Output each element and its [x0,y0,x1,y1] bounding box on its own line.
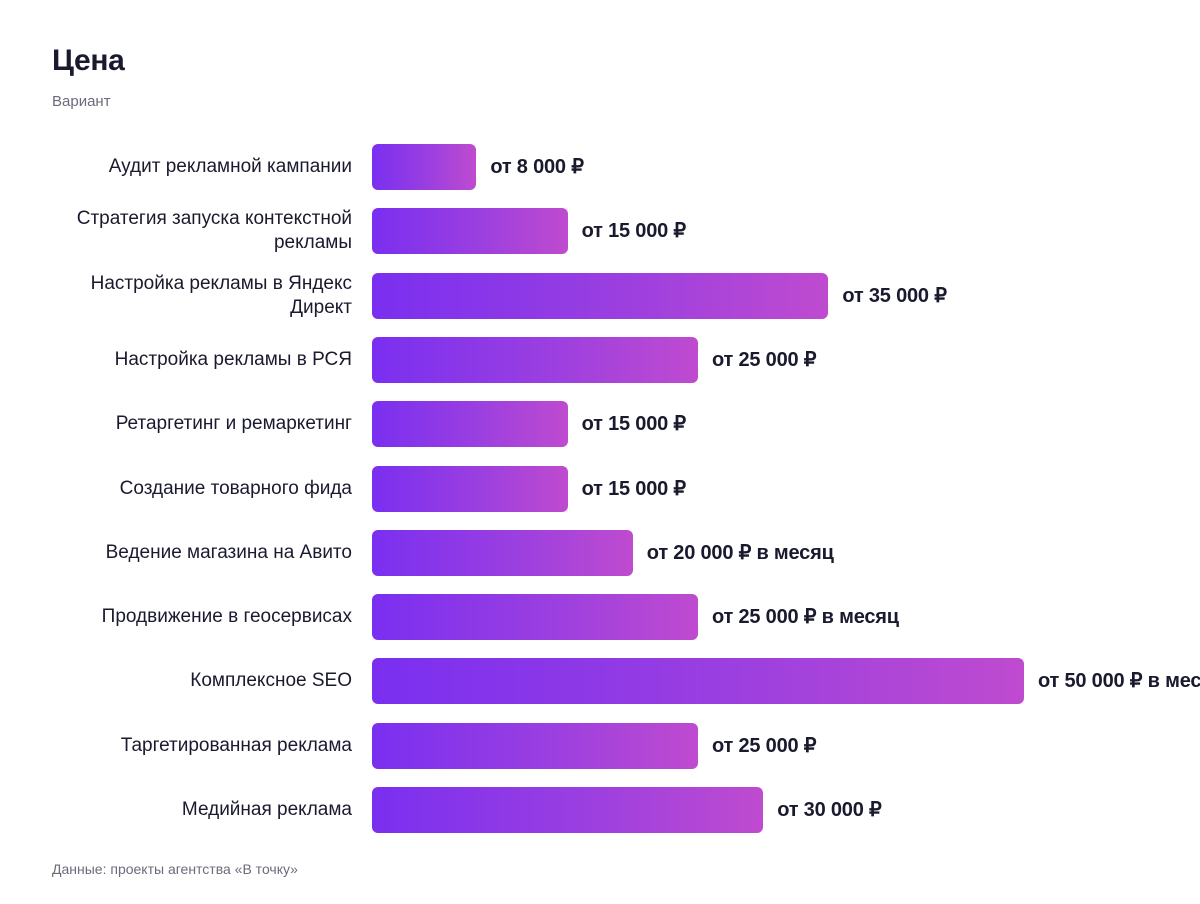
value-label: от 15 000 ₽ [581,220,687,243]
category-label: Медийная реклама [181,799,352,820]
category-label: Таргетированная реклама [120,734,352,756]
bar [372,658,1024,705]
data-source-note: Данные: проекты агентства «В точку» [52,861,298,877]
value-label: от 8 000 ₽ [490,156,584,178]
bar [372,144,477,190]
bar [372,401,568,448]
bar [372,208,568,255]
category-label: Ведение магазина на Авито [105,541,352,563]
bar [372,787,764,833]
category-label: Стратегия запуска контекстной рекламы [76,208,352,254]
value-label: от 25 000 ₽ [712,734,817,757]
category-label: Ретаргетинг и ремаркетинг [115,413,352,435]
category-label: Настройка рекламы в Яндекс Директ [90,272,352,318]
chart-title: Цена [52,44,125,77]
bar [372,594,698,641]
value-label: от 20 000 ₽ в месяц [646,541,834,564]
category-label: Продвижение в геосервисах [101,606,352,628]
bar [372,336,698,383]
value-label: от 50 000 ₽ в месяц [1038,670,1200,693]
value-label: от 15 000 ₽ [581,413,687,436]
bar [372,722,698,769]
value-label: от 15 000 ₽ [581,477,687,500]
value-label: от 35 000 ₽ [842,284,947,307]
category-label: Настройка рекламы в РСЯ [114,348,352,370]
value-label: от 25 000 ₽ в месяц [712,606,899,629]
category-label: Аудит рекламной кампании [108,156,352,177]
chart-subtitle: Вариант [52,93,111,110]
bar [372,529,633,576]
value-label: от 30 000 ₽ [777,799,882,821]
bar [372,272,829,319]
category-label: Комплексное SEO [190,670,352,692]
bar [372,465,568,512]
value-label: от 25 000 ₽ [712,348,817,371]
category-label: Создание товарного фида [119,477,352,499]
